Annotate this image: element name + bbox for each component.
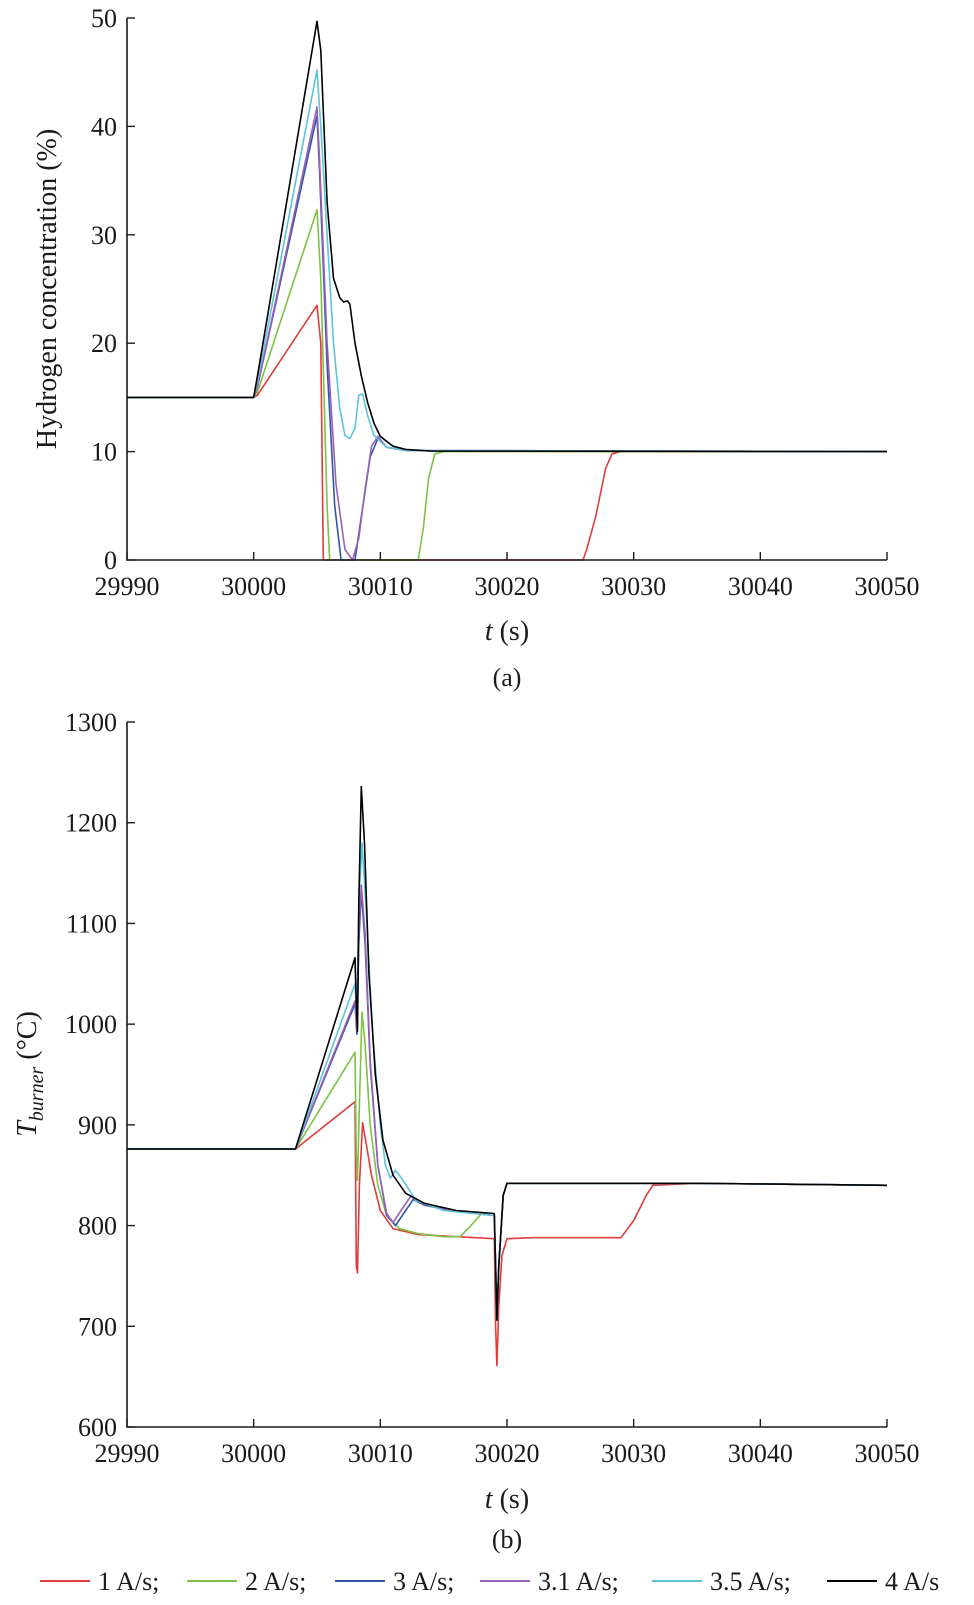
panel-a-series-6	[127, 20, 888, 453]
panel-a-y-tick-label-3: 30	[91, 221, 117, 250]
panel-b-series-3	[127, 890, 888, 1321]
panel-b-series-1	[127, 1100, 888, 1367]
panel-b-series-6	[127, 785, 888, 1321]
panel-a-x-tick-label-2: 30010	[348, 572, 413, 601]
panel-a-y-tick-label-2: 20	[91, 329, 117, 358]
panel-a-series-3	[127, 114, 888, 561]
panel-b-y-tick-label-7: 1300	[65, 708, 117, 737]
panel-b-series-5	[127, 842, 888, 1321]
panel-a-series-5	[127, 69, 888, 453]
panel-b-y-tick-label-2: 800	[78, 1212, 117, 1241]
panel-b-y-tick-label-0: 600	[78, 1413, 117, 1442]
chart-panel-a: 29990 30000 30010 30020 30030 30040 30050 0 10 2…	[32, 4, 920, 692]
panel-b-x-axis-label: t (s)	[485, 1484, 529, 1515]
panel-a-series	[127, 20, 888, 561]
panel-a-series-2	[127, 209, 887, 561]
panel-b-series-2	[127, 1011, 888, 1321]
chart-panel-b: 29990 30000 30010 30020 30030 30040 30050 600 7…	[12, 708, 920, 1554]
panel-b-y-ticks: 600 700 800 900 1000 1100 1200 1300	[65, 708, 135, 1442]
panel-a-x-tick-label-4: 30030	[601, 572, 666, 601]
panel-a-axes	[126, 18, 887, 561]
panel-a-y-tick-label-0: 0	[104, 546, 117, 575]
legend-label-2: 2 A/s;	[245, 1567, 306, 1596]
legend-label-1: 1 A/s;	[98, 1567, 159, 1596]
panel-b-x-ticks: 29990 30000 30010 30020 30030 30040 30050	[95, 1419, 920, 1468]
legend-label-3: 3 A/s;	[393, 1567, 454, 1596]
panel-a-label: (a)	[493, 663, 522, 692]
legend-label-6: 4 A/s	[885, 1567, 939, 1596]
panel-b-axes	[126, 722, 887, 1428]
panel-a-x-tick-label-5: 30040	[728, 572, 793, 601]
panel-a-series-4	[127, 106, 888, 561]
panel-a-y-tick-label-5: 50	[91, 4, 117, 33]
panel-b-y-tick-label-3: 900	[78, 1111, 117, 1140]
panel-b-series-4	[127, 884, 888, 1321]
panel-b-x-tick-label-5: 30040	[728, 1439, 793, 1468]
legend: 1 A/s; 2 A/s; 3 A/s; 3.1 A/s; 3.5 A/s; 4 A/s	[40, 1567, 939, 1596]
panel-a-x-tick-label-1: 30000	[221, 572, 286, 601]
panel-a-y-tick-label-1: 10	[91, 438, 117, 467]
legend-label-4: 3.1 A/s;	[538, 1567, 619, 1596]
panel-b-x-tick-label-1: 30000	[221, 1439, 286, 1468]
panel-b-x-tick-label-3: 30020	[475, 1439, 540, 1468]
panel-b-y-tick-label-5: 1100	[66, 909, 117, 938]
panel-b-y-axis-label: Tburner (°C)	[12, 1011, 48, 1137]
panel-a-x-tick-label-3: 30020	[475, 572, 540, 601]
panel-b-y-tick-label-1: 700	[78, 1312, 117, 1341]
legend-label-5: 3.5 A/s;	[710, 1567, 791, 1596]
panel-a-x-axis-label: t (s)	[485, 616, 529, 647]
panel-a-y-axis-label: Hydrogen concentration (%)	[32, 129, 63, 449]
panel-a-y-tick-label-4: 40	[91, 112, 117, 141]
panel-b-series	[127, 785, 888, 1367]
panel-a-x-tick-label-6: 30050	[855, 572, 920, 601]
panel-b-y-tick-label-4: 1000	[65, 1010, 117, 1039]
panel-b-x-tick-label-4: 30030	[601, 1439, 666, 1468]
panel-a-y-ticks: 0 10 20 30 40 50	[91, 4, 135, 575]
panel-a-x-ticks: 29990 30000 30010 30020 30030 30040 30050	[95, 552, 920, 601]
panel-b-y-tick-label-6: 1200	[65, 809, 117, 838]
panel-b-label: (b)	[492, 1525, 522, 1554]
panel-a-x-tick-label-0: 29990	[95, 572, 160, 601]
panel-b-x-tick-label-0: 29990	[95, 1439, 160, 1468]
panel-b-x-tick-label-6: 30050	[855, 1439, 920, 1468]
panel-b-x-tick-label-2: 30010	[348, 1439, 413, 1468]
panel-a-series-1	[127, 304, 887, 561]
